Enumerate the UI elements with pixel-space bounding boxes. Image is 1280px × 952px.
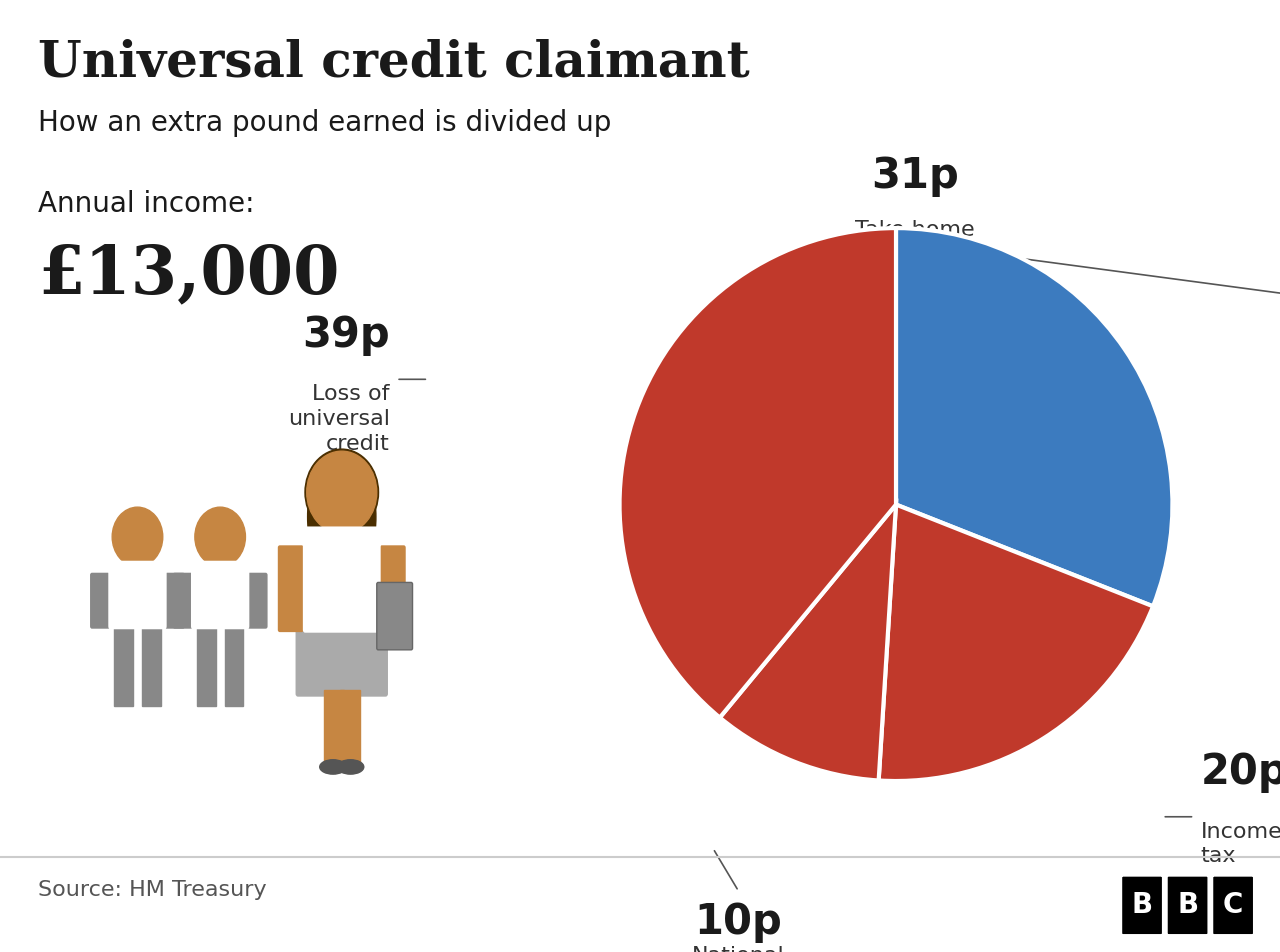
Bar	[142, 625, 160, 706]
Wedge shape	[620, 228, 896, 718]
Bar	[114, 625, 133, 706]
Ellipse shape	[337, 760, 364, 774]
FancyBboxPatch shape	[247, 573, 268, 628]
FancyBboxPatch shape	[191, 561, 250, 629]
Text: How an extra pound earned is divided up: How an extra pound earned is divided up	[38, 109, 612, 137]
Text: B: B	[1178, 891, 1198, 920]
FancyBboxPatch shape	[376, 583, 412, 650]
Text: £13,000: £13,000	[38, 243, 340, 307]
FancyBboxPatch shape	[90, 573, 110, 628]
Text: C: C	[1222, 891, 1243, 920]
FancyBboxPatch shape	[380, 545, 406, 632]
FancyBboxPatch shape	[1211, 875, 1254, 936]
Circle shape	[113, 507, 163, 566]
Wedge shape	[719, 505, 896, 781]
Text: 20p: 20p	[1201, 751, 1280, 793]
Text: B: B	[1132, 891, 1152, 920]
FancyBboxPatch shape	[1166, 875, 1210, 936]
Text: £: £	[502, 839, 599, 952]
Text: Annual income:: Annual income:	[38, 190, 255, 218]
Text: 31p: 31p	[872, 155, 959, 197]
Wedge shape	[878, 505, 1153, 781]
FancyBboxPatch shape	[278, 545, 303, 632]
FancyBboxPatch shape	[109, 561, 166, 629]
Circle shape	[310, 454, 374, 530]
FancyBboxPatch shape	[173, 573, 193, 628]
Text: National
Insurance: National Insurance	[684, 946, 794, 952]
Circle shape	[305, 449, 379, 535]
Bar	[197, 625, 216, 706]
Text: Loss of
universal
credit: Loss of universal credit	[288, 384, 390, 454]
Ellipse shape	[320, 760, 347, 774]
Text: Take home: Take home	[855, 220, 975, 240]
Ellipse shape	[357, 480, 376, 554]
Bar	[339, 690, 360, 767]
FancyBboxPatch shape	[165, 573, 184, 628]
Ellipse shape	[307, 480, 326, 554]
Circle shape	[195, 507, 246, 566]
FancyBboxPatch shape	[303, 526, 380, 633]
Bar	[224, 625, 243, 706]
Text: Source: HM Treasury: Source: HM Treasury	[38, 880, 268, 901]
Text: Income
tax: Income tax	[1201, 822, 1280, 866]
Bar	[324, 690, 344, 767]
FancyBboxPatch shape	[296, 622, 388, 697]
Text: 39p: 39p	[302, 313, 390, 355]
Text: 10p: 10p	[695, 901, 782, 942]
Circle shape	[307, 451, 376, 533]
Wedge shape	[896, 228, 1172, 606]
Text: Universal credit claimant: Universal credit claimant	[38, 38, 750, 87]
FancyBboxPatch shape	[1120, 875, 1164, 936]
